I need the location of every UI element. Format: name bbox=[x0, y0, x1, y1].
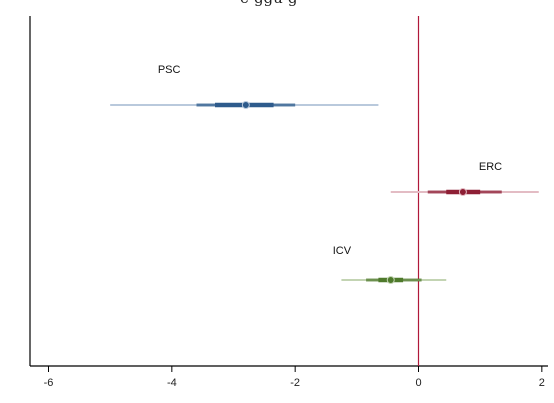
x-tick-label: -6 bbox=[44, 377, 54, 389]
estimate-point-erc bbox=[458, 188, 467, 196]
labels-group: PSC ERC ICV bbox=[158, 64, 502, 257]
x-tick-label: 2 bbox=[539, 377, 545, 389]
series-label-erc: ERC bbox=[479, 161, 502, 173]
x-tick-label: -4 bbox=[167, 377, 177, 389]
axes-group: -6 -4 -2 0 2 bbox=[29, 16, 548, 389]
series-label-psc: PSC bbox=[158, 64, 181, 76]
estimate-point-psc bbox=[241, 101, 250, 109]
x-tick-label: 0 bbox=[415, 377, 421, 389]
marks-group bbox=[110, 101, 539, 284]
estimate-point-icv bbox=[386, 276, 395, 284]
x-tick-label: -2 bbox=[290, 377, 300, 389]
partial-title: e-ggu-g bbox=[240, 0, 298, 7]
series-label-icv: ICV bbox=[333, 245, 352, 257]
